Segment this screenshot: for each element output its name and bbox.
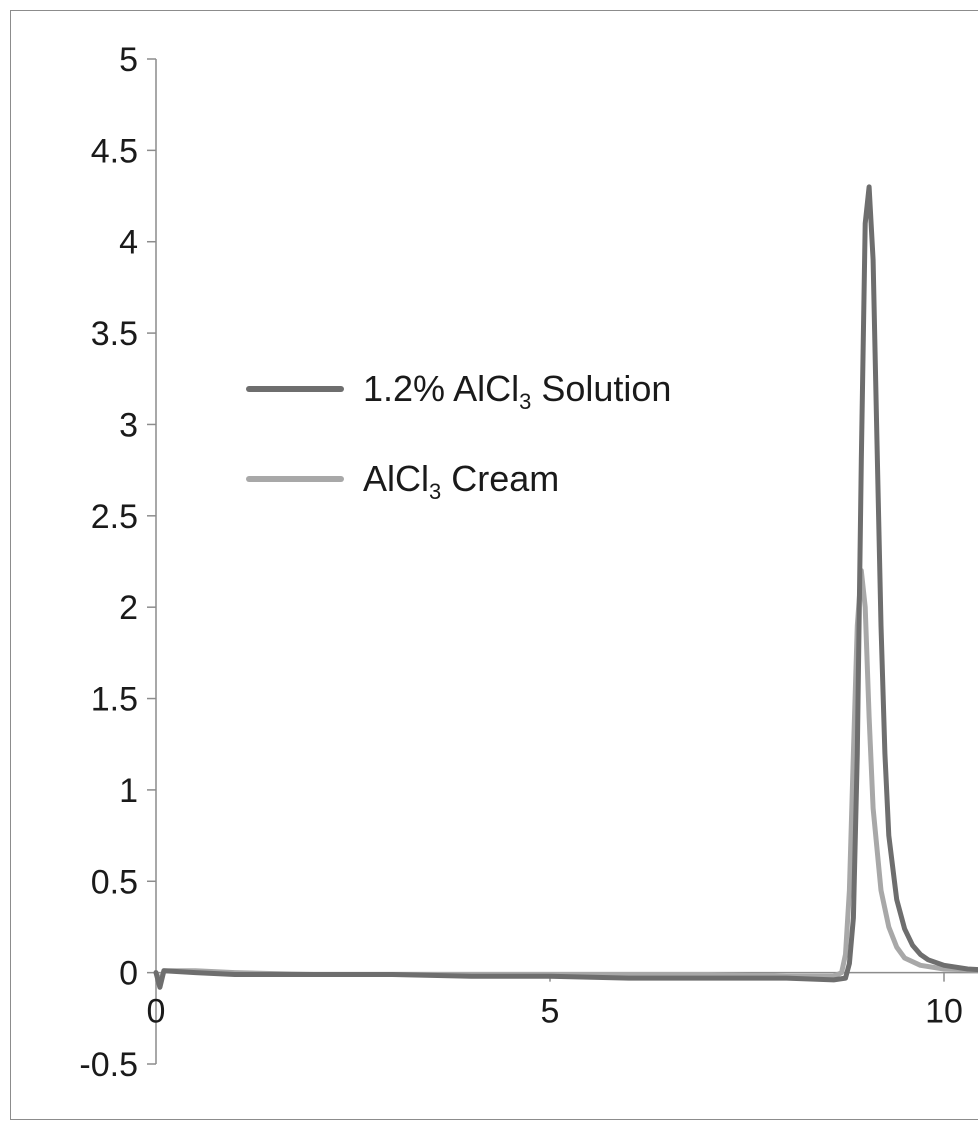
y-tick-label: 4 [119,224,138,262]
x-tick-label: 5 [541,993,560,1031]
chart: 54.543.532.521.510.50-0.5 0 5 10 1.2% AlCl… [79,41,978,1084]
legend-label-part: 3 [429,479,441,504]
y-tick-label: 3 [119,406,138,444]
y-tick-label: 1.5 [91,681,138,719]
legend-label-part: 3 [519,389,531,414]
series-line-0 [153,184,978,990]
legend-label-part: Cream [441,458,559,499]
legend-label-part: Solution [531,368,671,409]
y-tick-label: 1 [119,772,138,810]
legend-label-1: AlCl3 Cream [363,458,559,504]
y-tick-labels: 5 4.5 4 3.5 3 2.5 2 1.5 1 0.5 0 -0.5 [79,41,138,1084]
y-tick-label: 3.5 [91,315,138,353]
legend-label-0: 1.2% AlCl3 Solution [363,368,671,414]
x-tick-label: 0 [147,993,166,1031]
x-tick-labels: 0 5 10 [147,993,963,1031]
y-tick-label: 0.5 [91,863,138,901]
y-tick-label: -0.5 [79,1046,138,1084]
chart-frame: 5 4.5 4 3.5 3 2.5 2 1.5 1 0.5 0 -0.5 0 5 10 1.2% AlCl… [10,10,978,1120]
y-tick-label: 2 [119,589,138,627]
y-tick-label: 5 [119,41,138,79]
legend-label-part: AlCl [363,458,429,499]
y-tick-label: 4.5 [91,132,138,170]
legend-label-part: 1.2% AlCl [363,368,519,409]
y-tick-label: 2.5 [91,498,138,536]
x-tick-label: 10 [925,993,963,1031]
series-lines [153,184,978,990]
y-tick-label: 0 [119,955,138,993]
